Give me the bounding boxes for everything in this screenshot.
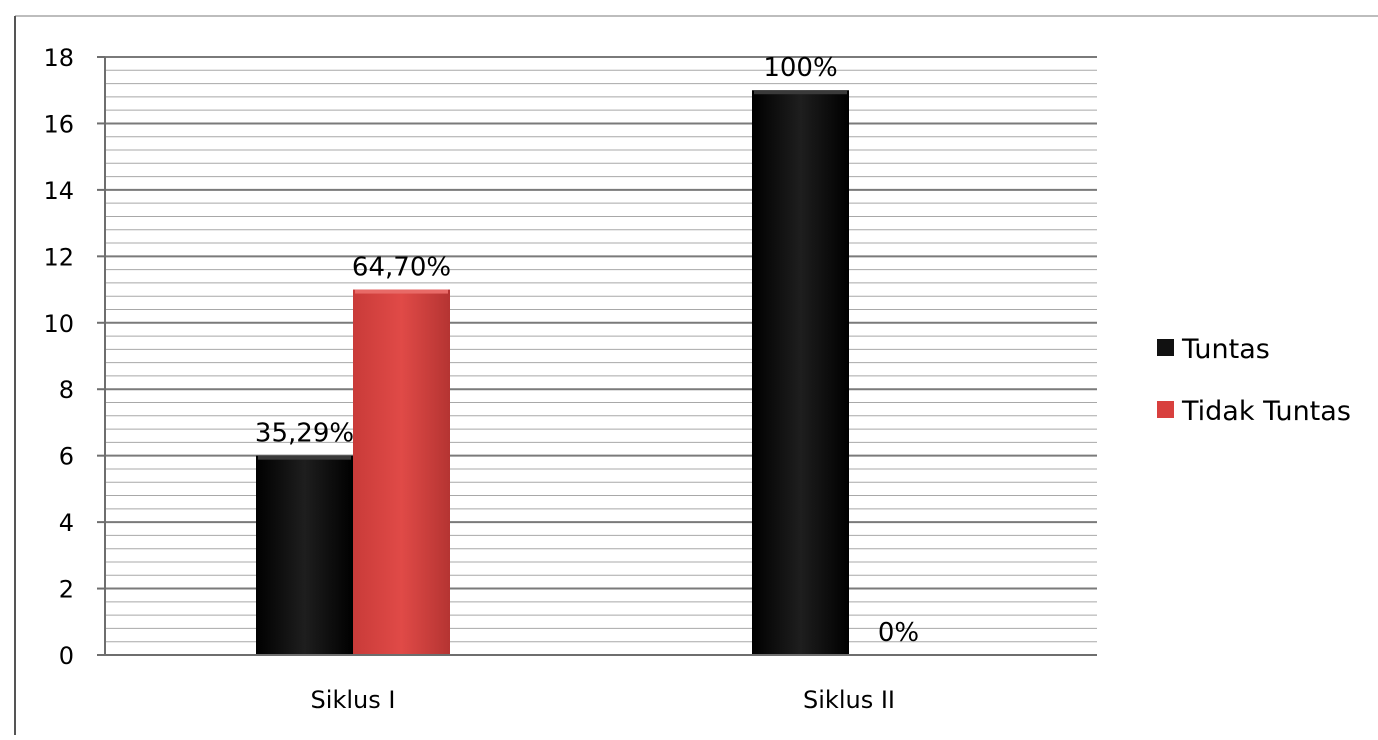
y-tick-label: 4 xyxy=(59,509,74,537)
data-label: 100% xyxy=(763,53,837,83)
bars xyxy=(256,90,849,655)
bar-bevel xyxy=(258,455,351,460)
labels: Siklus I Siklus II 35,29% 64,70% 100% 0% xyxy=(255,53,919,714)
bar-bevel xyxy=(754,90,847,95)
data-label: 64,70% xyxy=(352,253,451,283)
data-label: 35,29% xyxy=(255,419,354,449)
y-tick-label: 10 xyxy=(43,310,74,338)
axes: 0 2 4 6 8 10 12 14 16 18 xyxy=(43,44,1097,670)
legend-label: Tuntas xyxy=(1181,334,1270,365)
bar-bevel xyxy=(355,289,448,294)
y-tick-label: 16 xyxy=(43,110,74,138)
y-tick-label: 14 xyxy=(43,177,74,205)
gridlines xyxy=(105,56,1097,656)
y-tick-label: 0 xyxy=(59,642,74,670)
legend-label: Tidak Tuntas xyxy=(1181,396,1351,427)
y-tick-label: 6 xyxy=(59,443,74,471)
bar-tuntas xyxy=(752,90,849,655)
y-tick-label: 8 xyxy=(59,376,74,404)
bar-tuntas xyxy=(256,455,353,655)
legend-swatch-tuntas xyxy=(1157,339,1174,356)
y-tick-label: 18 xyxy=(43,44,74,72)
legend-swatch-tidak-tuntas xyxy=(1157,401,1174,418)
data-label: 0% xyxy=(878,618,919,648)
y-tick-label: 12 xyxy=(43,243,74,271)
category-label: Siklus II xyxy=(803,686,895,714)
bar-tidak-tuntas xyxy=(353,289,450,655)
legend: Tuntas Tidak Tuntas xyxy=(1157,334,1351,427)
y-tick-label: 2 xyxy=(59,576,74,604)
category-label: Siklus I xyxy=(311,686,396,714)
